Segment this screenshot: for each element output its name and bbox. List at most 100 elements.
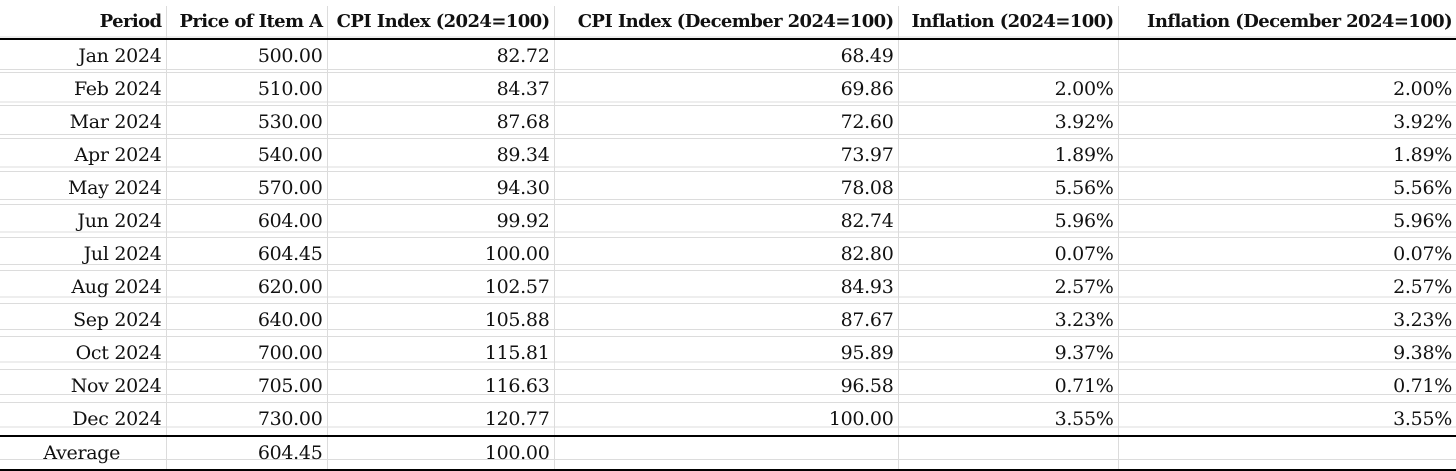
inflation-2024-cell[interactable]: 5.96% [898, 204, 1119, 238]
average-cpi-dec-2024-cell[interactable] [554, 436, 899, 471]
period-cell[interactable]: May 2024 [0, 171, 167, 205]
table-row: Apr 2024 540.00 89.34 73.97 1.89% 1.89% [0, 138, 1456, 172]
inflation-2024-cell[interactable]: 2.00% [898, 72, 1119, 106]
average-inflation-dec-2024-cell[interactable] [1118, 436, 1456, 471]
period-cell[interactable]: Jan 2024 [0, 39, 167, 73]
header-inflation-2024[interactable]: Inflation (2024=100) [898, 6, 1119, 40]
inflation-2024-cell[interactable]: 1.89% [898, 138, 1119, 172]
table-row: Nov 2024 705.00 116.63 96.58 0.71% 0.71% [0, 369, 1456, 403]
cpi-2024-cell[interactable]: 94.30 [327, 171, 555, 205]
header-row: Period Price of Item A CPI Index (2024=1… [0, 6, 1456, 40]
cpi-2024-cell[interactable]: 100.00 [327, 237, 555, 271]
inflation-2024-cell[interactable]: 2.57% [898, 270, 1119, 304]
cpi-dec-2024-cell[interactable]: 95.89 [554, 336, 899, 370]
cpi-2024-cell[interactable]: 102.57 [327, 270, 555, 304]
table-row: Oct 2024 700.00 115.81 95.89 9.37% 9.38% [0, 336, 1456, 370]
cpi-2024-cell[interactable]: 87.68 [327, 105, 555, 139]
average-inflation-2024-cell[interactable] [898, 436, 1119, 471]
table-row: Jan 2024 500.00 82.72 68.49 [0, 39, 1456, 73]
inflation-2024-cell[interactable]: 3.23% [898, 303, 1119, 337]
table-row: Jun 2024 604.00 99.92 82.74 5.96% 5.96% [0, 204, 1456, 238]
average-label[interactable]: Average [0, 436, 167, 471]
period-cell[interactable]: Apr 2024 [0, 138, 167, 172]
inflation-dec-2024-cell[interactable]: 0.71% [1118, 369, 1456, 403]
inflation-dec-2024-cell[interactable] [1118, 39, 1456, 73]
period-cell[interactable]: Sep 2024 [0, 303, 167, 337]
period-cell[interactable]: Mar 2024 [0, 105, 167, 139]
price-cell[interactable]: 570.00 [166, 171, 328, 205]
price-cell[interactable]: 500.00 [166, 39, 328, 73]
header-cpi-2024[interactable]: CPI Index (2024=100) [327, 6, 555, 40]
cpi-dec-2024-cell[interactable]: 84.93 [554, 270, 899, 304]
cpi-dec-2024-cell[interactable]: 78.08 [554, 171, 899, 205]
inflation-2024-cell[interactable] [898, 39, 1119, 73]
cpi-table: Period Price of Item A CPI Index (2024=1… [0, 6, 1456, 471]
cpi-2024-cell[interactable]: 99.92 [327, 204, 555, 238]
price-cell[interactable]: 705.00 [166, 369, 328, 403]
table-row: Dec 2024 730.00 120.77 100.00 3.55% 3.55% [0, 402, 1456, 437]
cpi-2024-cell[interactable]: 82.72 [327, 39, 555, 73]
inflation-dec-2024-cell[interactable]: 2.57% [1118, 270, 1456, 304]
table-row: May 2024 570.00 94.30 78.08 5.56% 5.56% [0, 171, 1456, 205]
inflation-2024-cell[interactable]: 3.92% [898, 105, 1119, 139]
price-cell[interactable]: 604.45 [166, 237, 328, 271]
inflation-2024-cell[interactable]: 3.55% [898, 402, 1119, 437]
cpi-dec-2024-cell[interactable]: 72.60 [554, 105, 899, 139]
price-cell[interactable]: 620.00 [166, 270, 328, 304]
cpi-2024-cell[interactable]: 120.77 [327, 402, 555, 437]
table-row: Jul 2024 604.45 100.00 82.80 0.07% 0.07% [0, 237, 1456, 271]
inflation-dec-2024-cell[interactable]: 5.96% [1118, 204, 1456, 238]
cpi-dec-2024-cell[interactable]: 82.74 [554, 204, 899, 238]
price-cell[interactable]: 540.00 [166, 138, 328, 172]
cpi-dec-2024-cell[interactable]: 87.67 [554, 303, 899, 337]
period-cell[interactable]: Jun 2024 [0, 204, 167, 238]
cpi-2024-cell[interactable]: 89.34 [327, 138, 555, 172]
table-row: Feb 2024 510.00 84.37 69.86 2.00% 2.00% [0, 72, 1456, 106]
cpi-2024-cell[interactable]: 84.37 [327, 72, 555, 106]
period-cell[interactable]: Aug 2024 [0, 270, 167, 304]
inflation-2024-cell[interactable]: 0.07% [898, 237, 1119, 271]
cpi-dec-2024-cell[interactable]: 100.00 [554, 402, 899, 437]
price-cell[interactable]: 530.00 [166, 105, 328, 139]
cpi-dec-2024-cell[interactable]: 69.86 [554, 72, 899, 106]
period-cell[interactable]: Oct 2024 [0, 336, 167, 370]
average-row: Average 604.45 100.00 [0, 436, 1456, 471]
header-cpi-dec-2024[interactable]: CPI Index (December 2024=100) [554, 6, 899, 40]
header-inflation-dec-2024[interactable]: Inflation (December 2024=100) [1118, 6, 1456, 40]
inflation-2024-cell[interactable]: 5.56% [898, 171, 1119, 205]
inflation-dec-2024-cell[interactable]: 5.56% [1118, 171, 1456, 205]
period-cell[interactable]: Nov 2024 [0, 369, 167, 403]
inflation-2024-cell[interactable]: 0.71% [898, 369, 1119, 403]
price-cell[interactable]: 730.00 [166, 402, 328, 437]
inflation-dec-2024-cell[interactable]: 0.07% [1118, 237, 1456, 271]
inflation-dec-2024-cell[interactable]: 3.55% [1118, 402, 1456, 437]
table-row: Mar 2024 530.00 87.68 72.60 3.92% 3.92% [0, 105, 1456, 139]
header-price-item-a[interactable]: Price of Item A [166, 6, 328, 40]
average-price-cell[interactable]: 604.45 [166, 436, 328, 471]
price-cell[interactable]: 604.00 [166, 204, 328, 238]
price-cell[interactable]: 510.00 [166, 72, 328, 106]
period-cell[interactable]: Dec 2024 [0, 402, 167, 437]
price-cell[interactable]: 640.00 [166, 303, 328, 337]
cpi-2024-cell[interactable]: 116.63 [327, 369, 555, 403]
period-cell[interactable]: Jul 2024 [0, 237, 167, 271]
inflation-dec-2024-cell[interactable]: 3.23% [1118, 303, 1456, 337]
inflation-dec-2024-cell[interactable]: 3.92% [1118, 105, 1456, 139]
header-period[interactable]: Period [0, 6, 167, 40]
inflation-dec-2024-cell[interactable]: 1.89% [1118, 138, 1456, 172]
period-cell[interactable]: Feb 2024 [0, 72, 167, 106]
cpi-dec-2024-cell[interactable]: 73.97 [554, 138, 899, 172]
average-cpi-2024-cell[interactable]: 100.00 [327, 436, 555, 471]
inflation-2024-cell[interactable]: 9.37% [898, 336, 1119, 370]
cpi-2024-cell[interactable]: 105.88 [327, 303, 555, 337]
table-row: Sep 2024 640.00 105.88 87.67 3.23% 3.23% [0, 303, 1456, 337]
cpi-dec-2024-cell[interactable]: 96.58 [554, 369, 899, 403]
cpi-dec-2024-cell[interactable]: 68.49 [554, 39, 899, 73]
price-cell[interactable]: 700.00 [166, 336, 328, 370]
cpi-dec-2024-cell[interactable]: 82.80 [554, 237, 899, 271]
cpi-2024-cell[interactable]: 115.81 [327, 336, 555, 370]
inflation-dec-2024-cell[interactable]: 2.00% [1118, 72, 1456, 106]
table-row: Aug 2024 620.00 102.57 84.93 2.57% 2.57% [0, 270, 1456, 304]
inflation-dec-2024-cell[interactable]: 9.38% [1118, 336, 1456, 370]
